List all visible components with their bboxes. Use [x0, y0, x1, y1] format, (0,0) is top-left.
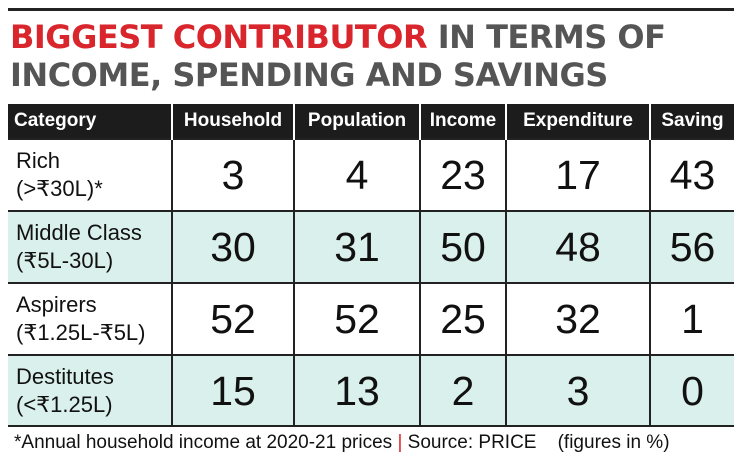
row-range: (<₹1.25L)	[16, 392, 113, 417]
row-name: Middle Class	[16, 220, 142, 245]
row-name: Aspirers	[16, 292, 97, 317]
row-name: Destitutes	[16, 364, 114, 389]
row-range: (₹5L-30L)	[16, 248, 114, 273]
table-row-aspirers: Aspirers (₹1.25L-₹5L) 52 52 25 32 1	[8, 283, 734, 355]
table-cell: 0	[649, 355, 734, 426]
table-cell: 52	[171, 283, 294, 355]
footnote-source: Source: PRICE	[407, 432, 537, 453]
table-cell: 31	[293, 211, 420, 283]
footnote-note: *Annual household income at 2020-21 pric…	[14, 432, 393, 453]
table-header-row: Category Household Population Income Exp…	[8, 104, 734, 139]
footnote: *Annual household income at 2020-21 pric…	[8, 425, 734, 459]
table-cell: 1	[649, 283, 734, 355]
data-table: Category Household Population Income Exp…	[8, 104, 734, 426]
table-row-middle-class: Middle Class (₹5L-30L) 30 31 50 48 56	[8, 211, 734, 283]
table-cell: 52	[293, 283, 420, 355]
table-cell: 30	[171, 211, 294, 283]
column-header-expenditure: Expenditure	[505, 104, 650, 139]
table-cell: 23	[419, 139, 506, 211]
table-cell: 3	[505, 355, 650, 426]
footnote-separator: |	[397, 432, 403, 453]
table-cell: 43	[649, 139, 734, 211]
row-label-cell: Aspirers (₹1.25L-₹5L)	[8, 283, 172, 355]
table-cell: 15	[171, 355, 294, 426]
table-cell: 17	[505, 139, 650, 211]
table-row-destitutes: Destitutes (<₹1.25L) 15 13 2 3 0	[8, 355, 734, 426]
column-header-household: Household	[171, 104, 294, 139]
headline-gray: IN TERMS OF INCOME, SPENDING AND SAVINGS	[10, 18, 666, 94]
table-cell: 56	[649, 211, 734, 283]
table-row-rich: Rich (>₹30L)* 3 4 23 17 43	[8, 139, 734, 211]
row-label-cell: Destitutes (<₹1.25L)	[8, 355, 172, 426]
column-header-saving: Saving	[649, 104, 734, 139]
table-cell: 3	[171, 139, 294, 211]
top-rule	[8, 8, 734, 11]
row-label-cell: Rich (>₹30L)*	[8, 139, 172, 211]
row-range: (>₹30L)*	[16, 176, 103, 201]
row-name: Rich	[16, 148, 61, 173]
column-header-population: Population	[293, 104, 420, 139]
headline-red: BIGGEST CONTRIBUTOR	[10, 18, 428, 56]
table-cell: 2	[419, 355, 506, 426]
row-range: (₹1.25L-₹5L)	[16, 320, 146, 345]
table-cell: 4	[293, 139, 420, 211]
table-cell: 50	[419, 211, 506, 283]
column-header-income: Income	[419, 104, 506, 139]
headline: BIGGEST CONTRIBUTOR IN TERMS OF INCOME, …	[10, 18, 734, 94]
column-header-category: Category	[8, 104, 172, 139]
row-label-cell: Middle Class (₹5L-30L)	[8, 211, 172, 283]
footnote-units: (figures in %)	[557, 432, 670, 453]
table-cell: 13	[293, 355, 420, 426]
table-cell: 25	[419, 283, 506, 355]
table-cell: 32	[505, 283, 650, 355]
table-cell: 48	[505, 211, 650, 283]
